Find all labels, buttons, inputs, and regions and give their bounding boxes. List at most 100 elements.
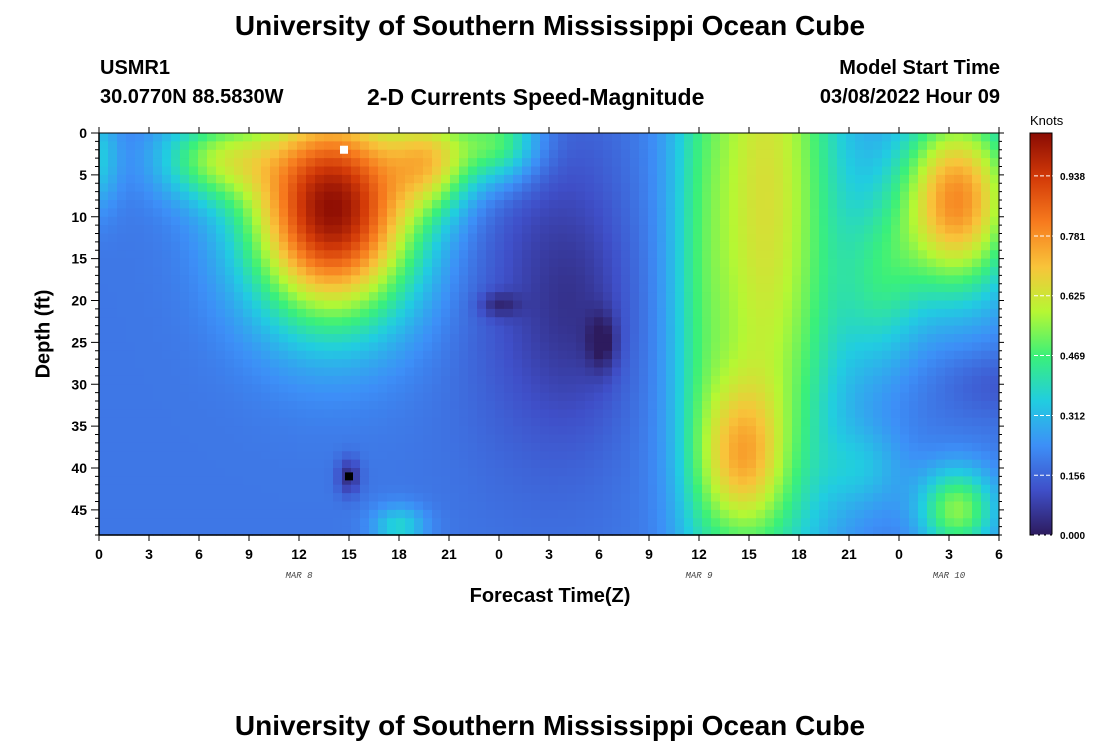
heatmap-cell xyxy=(315,241,325,251)
heatmap-cell xyxy=(630,216,640,226)
heatmap-cell xyxy=(585,308,595,318)
heatmap-cell xyxy=(423,275,433,285)
heatmap-cell xyxy=(873,267,883,276)
heatmap-cell xyxy=(207,149,217,159)
heatmap-cell xyxy=(369,166,379,176)
heatmap-cell xyxy=(873,509,883,519)
heatmap-cell xyxy=(477,308,487,318)
heatmap-cell xyxy=(900,367,910,377)
heatmap-cell xyxy=(162,476,172,486)
heatmap-cell xyxy=(522,459,532,469)
heatmap-cell xyxy=(378,375,388,385)
heatmap-cell xyxy=(450,350,460,360)
heatmap-cell xyxy=(558,258,568,268)
heatmap-cell xyxy=(477,526,487,536)
heatmap-cell xyxy=(666,308,676,318)
heatmap-cell xyxy=(441,350,451,360)
heatmap-cell xyxy=(468,233,478,243)
heatmap-cell xyxy=(315,526,325,536)
heatmap-cell xyxy=(216,451,226,461)
heatmap-cell xyxy=(549,509,559,519)
heatmap-cell xyxy=(621,300,631,310)
heatmap-cell xyxy=(864,434,874,444)
heatmap-cell xyxy=(279,484,289,494)
heatmap-cell xyxy=(918,451,928,461)
heatmap-cell xyxy=(306,476,316,486)
heatmap-cell xyxy=(981,476,991,486)
heatmap-cell xyxy=(252,468,262,477)
heatmap-cell xyxy=(756,501,766,511)
heatmap-cell xyxy=(909,241,919,251)
heatmap-cell xyxy=(927,283,937,293)
heatmap-cell xyxy=(153,468,163,477)
heatmap-cell xyxy=(846,526,856,536)
heatmap-cell xyxy=(108,401,118,410)
heatmap-cell xyxy=(261,451,271,461)
heatmap-cell xyxy=(531,149,541,159)
heatmap-cell xyxy=(99,141,109,151)
heatmap-cell xyxy=(963,434,973,444)
heatmap-cell xyxy=(189,451,199,461)
heatmap-cell xyxy=(990,325,1000,335)
heatmap-cell xyxy=(828,476,838,486)
y-tick-label: 35 xyxy=(71,418,87,434)
heatmap-cell xyxy=(207,141,217,151)
heatmap-cell xyxy=(261,367,271,377)
heatmap-cell xyxy=(207,493,217,503)
heatmap-cell xyxy=(945,451,955,461)
heatmap-cell xyxy=(234,342,244,352)
heatmap-cell xyxy=(234,501,244,511)
heatmap-cell xyxy=(450,200,460,209)
heatmap-cell xyxy=(927,174,937,184)
heatmap-cell xyxy=(297,509,307,519)
heatmap-cell xyxy=(846,158,856,168)
heatmap-cell xyxy=(909,401,919,410)
heatmap-cell xyxy=(495,526,505,536)
heatmap-cell xyxy=(468,141,478,151)
heatmap-cell xyxy=(729,509,739,519)
heatmap-cell xyxy=(747,350,757,360)
heatmap-cell xyxy=(693,141,703,151)
heatmap-cell xyxy=(162,250,172,260)
heatmap-cell xyxy=(441,133,451,142)
heatmap-cell xyxy=(459,350,469,360)
heatmap-cell xyxy=(819,409,829,419)
heatmap-cell xyxy=(180,459,190,469)
heatmap-cell xyxy=(648,468,658,477)
heatmap-cell xyxy=(207,174,217,184)
heatmap-cell xyxy=(693,476,703,486)
heatmap-cell xyxy=(297,200,307,209)
heatmap-cell xyxy=(549,208,559,218)
heatmap-cell xyxy=(531,283,541,293)
heatmap-cell xyxy=(396,493,406,503)
heatmap-cell xyxy=(873,375,883,385)
heatmap-cell xyxy=(387,250,397,260)
heatmap-cell xyxy=(153,258,163,268)
heatmap-cell xyxy=(351,350,361,360)
heatmap-cell xyxy=(495,359,505,369)
heatmap-cell xyxy=(702,401,712,410)
heatmap-cell xyxy=(342,149,352,159)
heatmap-cell xyxy=(378,200,388,209)
heatmap-cell xyxy=(558,325,568,335)
heatmap-cell xyxy=(117,518,127,528)
heatmap-cell xyxy=(324,283,334,293)
heatmap-cell xyxy=(648,476,658,486)
heatmap-cell xyxy=(216,468,226,477)
heatmap-cell xyxy=(477,200,487,209)
heatmap-cell xyxy=(108,241,118,251)
heatmap-cell xyxy=(297,174,307,184)
heatmap-cell xyxy=(333,308,343,318)
heatmap-cell xyxy=(738,468,748,477)
heatmap-cell xyxy=(765,308,775,318)
heatmap-cell xyxy=(981,292,991,302)
heatmap-cell xyxy=(405,401,415,410)
heatmap-cell xyxy=(621,426,631,436)
heatmap-cell xyxy=(171,468,181,477)
heatmap-cell xyxy=(918,133,928,142)
heatmap-cell xyxy=(603,191,613,201)
heatmap-cell xyxy=(918,300,928,310)
heatmap-cell xyxy=(918,258,928,268)
heatmap-cell xyxy=(891,300,901,310)
heatmap-cell xyxy=(171,350,181,360)
